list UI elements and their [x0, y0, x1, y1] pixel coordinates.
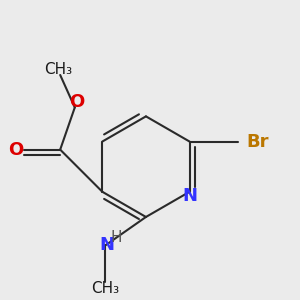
Text: H: H	[111, 230, 122, 245]
Text: N: N	[100, 236, 115, 253]
Text: N: N	[183, 187, 198, 205]
Text: O: O	[8, 141, 23, 159]
Text: CH₃: CH₃	[44, 62, 73, 77]
Text: CH₃: CH₃	[91, 281, 119, 296]
Text: Br: Br	[246, 133, 269, 151]
Text: O: O	[69, 93, 84, 111]
